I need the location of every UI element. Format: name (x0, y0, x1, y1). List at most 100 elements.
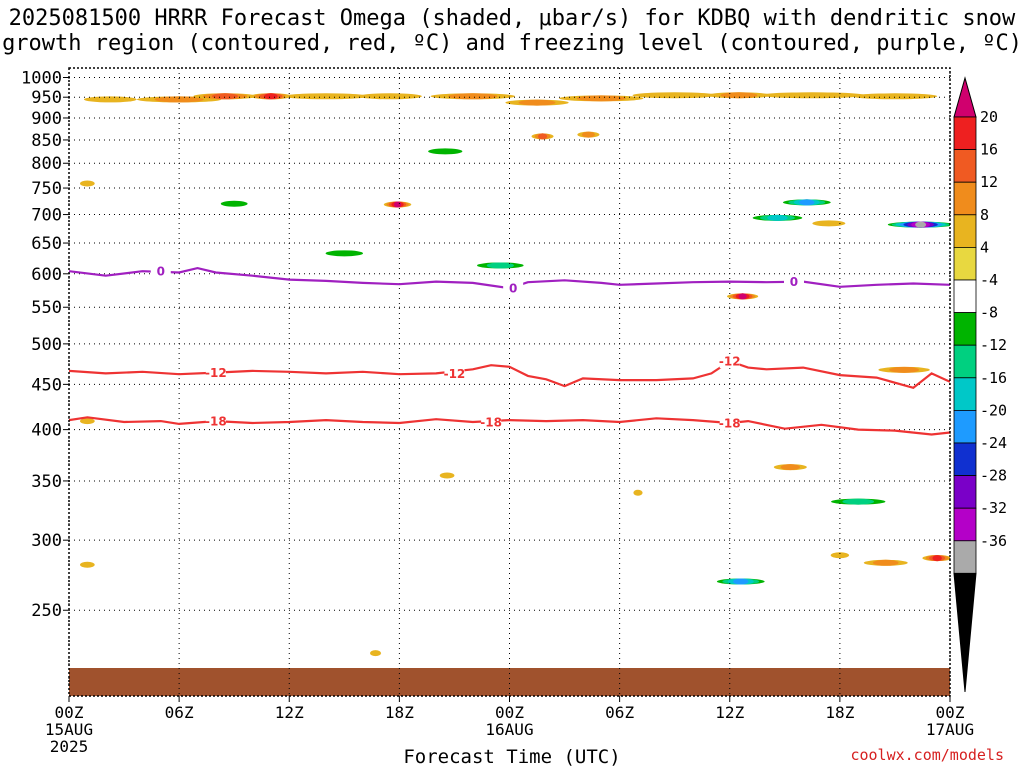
warm-band-cell-8-level (576, 95, 626, 102)
y-tick-label: 550 (31, 298, 62, 318)
y-tick-label: 300 (31, 531, 62, 551)
warm-band-cell-2 (193, 93, 257, 100)
colorbar-swatch (953, 507, 977, 542)
x-tick-label: 18Z (825, 703, 854, 722)
sink-m-level (915, 221, 927, 228)
sink-j-level (767, 214, 788, 221)
sink-k (777, 199, 837, 206)
y-tick-label: 600 (31, 265, 62, 285)
grid-lines (68, 68, 951, 696)
colorbar-arrow-top (953, 76, 977, 118)
y-tick-label: 850 (31, 131, 62, 151)
y-tick-label: 1000 (21, 68, 62, 88)
temperature-contours: -18 -18 -18 -12 -12 -12 0 0 0 (69, 264, 950, 436)
sink-i-level (638, 210, 722, 217)
rise-b-level (872, 559, 899, 566)
sink-o (515, 491, 541, 498)
colorbar-label: 4 (980, 238, 989, 256)
rise-g (80, 418, 95, 425)
warm-band-cell-0 (83, 96, 137, 103)
rise-j (439, 472, 455, 479)
colorbar-swatch (953, 181, 977, 216)
colorbar-label: -16 (980, 369, 1007, 387)
warm-band-cell-12 (852, 93, 938, 100)
sink-r-level (559, 498, 606, 505)
colorbar-swatch (953, 149, 977, 183)
sink-l (819, 498, 897, 505)
sink-f (467, 262, 534, 269)
sink-a-level (101, 208, 148, 215)
colorbar-label: -28 (980, 467, 1007, 485)
warm-band-cell-3-level (264, 93, 278, 100)
rise-l-level (830, 552, 850, 559)
rise-f-level (80, 561, 95, 568)
warm-band-cell-6-level (448, 93, 498, 100)
rise-h-level (80, 180, 95, 187)
sink-k-level (799, 199, 815, 206)
warm-band-cell-5 (358, 93, 422, 100)
colorbar-swatch (953, 279, 977, 313)
sink-j (745, 214, 810, 221)
sink-h (569, 197, 652, 204)
rise-n-level (581, 131, 595, 138)
x-tick-label: 00Z (495, 703, 524, 722)
warm-band-cell-5-level (358, 93, 422, 100)
x-tick-label: 2025 (50, 737, 89, 756)
contour-label-bg (783, 274, 804, 289)
contour-line (69, 416, 950, 436)
colorbar: 20 16 12 8 4 -4 -8 -12 -16 -20 -24 -28 -32 -36 (953, 76, 1007, 693)
sink-d-level (325, 250, 364, 257)
colorbar-label: -32 (980, 499, 1007, 517)
y-tick-label: 900 (31, 109, 62, 129)
sink-q (423, 642, 435, 649)
rise-h (80, 180, 95, 187)
rise-e (812, 220, 846, 227)
contour-label-bg (719, 354, 740, 369)
y-tick-label: 750 (31, 179, 62, 199)
contour-label-bg (481, 415, 502, 430)
sink-a (101, 208, 148, 215)
rise-i-level (370, 650, 382, 657)
rise-f (80, 561, 95, 568)
sink-n (711, 578, 771, 585)
warm-band-cell-9-level (632, 92, 717, 99)
sink-e (415, 148, 475, 155)
credit-link[interactable]: coolwx.com/models (850, 746, 1004, 764)
colorbar-arrow-bottom (953, 572, 977, 693)
x-tick-label: 17AUG (926, 720, 974, 739)
sink-m (883, 221, 950, 228)
colorbar-label: 12 (980, 173, 998, 191)
sink-d (312, 250, 377, 257)
warm-band-cell-8 (559, 95, 644, 102)
y-axis: 2503003504004505005506006507007508008509… (21, 68, 69, 621)
x-tick-label: 06Z (165, 703, 194, 722)
warm-band-cell-11-level (759, 92, 866, 99)
sink-r (559, 498, 606, 505)
title-line-2: growth region (contoured, red, ºC) and f… (2, 31, 1022, 56)
sink-c (255, 295, 280, 302)
y-tick-label: 700 (31, 206, 62, 226)
y-tick-label: 950 (31, 88, 62, 108)
chart-title: 2025081500 HRRR Forecast Omega (shaded, … (0, 6, 1024, 56)
warm-band-cell-6 (430, 93, 516, 100)
sink-b-level (220, 200, 248, 207)
omega-shading (80, 92, 950, 657)
contour-label: -18 (480, 416, 502, 430)
rise-upper-level (932, 555, 942, 562)
warm-band-cell-2-level (211, 93, 239, 100)
warm-band-cell-4-level (283, 93, 369, 100)
x-tick-label: 06Z (605, 703, 634, 722)
contour-label-bg (205, 414, 226, 429)
x-axis-label: Forecast Time (UTC) (403, 746, 621, 768)
y-tick-label: 400 (31, 421, 62, 441)
warm-band-cell-9 (632, 92, 717, 99)
warm-band-cell-0-level (83, 96, 137, 103)
x-tick-label: 12Z (715, 703, 744, 722)
contour-label-bg (719, 415, 740, 430)
warm-band-cell-12-level (852, 93, 938, 100)
colorbar-swatch (953, 246, 977, 281)
contour-label-bg (503, 281, 524, 296)
colorbar-swatch (953, 540, 977, 574)
plot-frame (68, 67, 951, 697)
